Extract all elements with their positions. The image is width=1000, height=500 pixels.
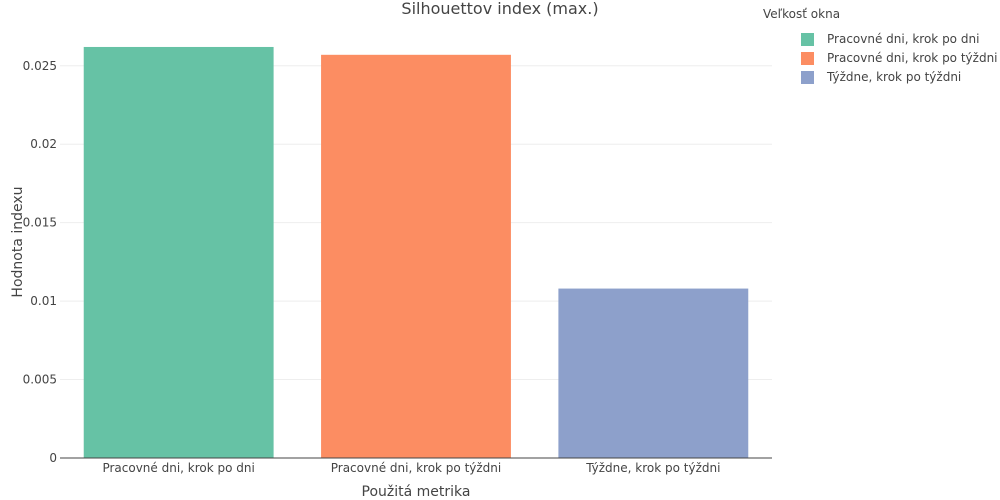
- legend-label[interactable]: Pracovné dni, krok po dni: [827, 32, 979, 46]
- y-tick-label: 0.015: [23, 216, 57, 230]
- y-tick-label: 0.005: [23, 373, 57, 387]
- y-tick-label: 0.02: [30, 137, 57, 151]
- legend-label[interactable]: Týždne, krok po týždni: [826, 70, 961, 84]
- chart-title: Silhouettov index (max.): [401, 0, 598, 18]
- y-tick-label: 0.01: [30, 294, 57, 308]
- y-tick-label: 0.025: [23, 59, 57, 73]
- bar[interactable]: [83, 46, 274, 458]
- y-axis-title: Hodnota indexu: [10, 186, 26, 297]
- legend-items: Pracovné dni, krok po dni Pracovné dni, k…: [801, 32, 998, 84]
- x-tick-label: Týždne, krok po týždni: [585, 461, 720, 475]
- legend[interactable]: Veľkosť okna Pracovné dni, krok po dniPr…: [763, 7, 998, 84]
- x-tick-label: Pracovné dni, krok po týždni: [331, 461, 502, 475]
- legend-swatch[interactable]: [801, 71, 814, 84]
- legend-swatch[interactable]: [801, 52, 814, 65]
- bars: [83, 46, 749, 458]
- legend-label[interactable]: Pracovné dni, krok po týždni: [827, 51, 998, 65]
- x-axis-ticks: Pracovné dni, krok po dni Pracovné dni, k…: [102, 461, 720, 475]
- x-tick-label: Pracovné dni, krok po dni: [102, 461, 254, 475]
- bar[interactable]: [558, 288, 749, 458]
- legend-swatch[interactable]: [801, 33, 814, 46]
- bar[interactable]: [321, 54, 511, 458]
- y-tick-label: 0: [49, 451, 57, 465]
- legend-title: Veľkosť okna: [763, 7, 840, 21]
- x-axis-title: Použitá metrika: [362, 484, 471, 500]
- y-axis-ticks: 0 0.005 0.01 0.015 0.02 0.025: [23, 59, 57, 465]
